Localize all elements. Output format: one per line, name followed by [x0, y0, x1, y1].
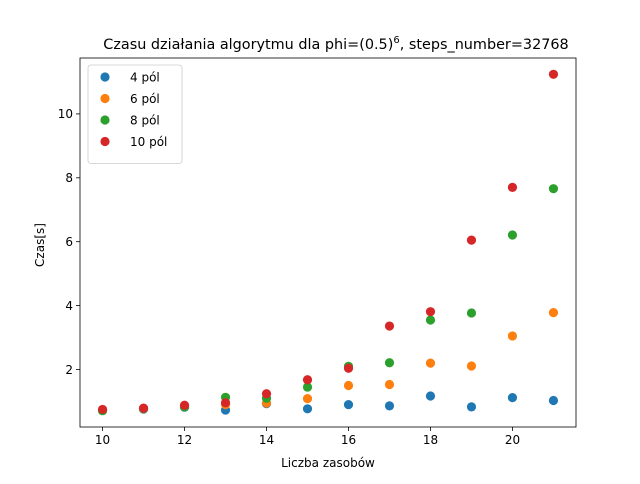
- y-axis: 2 4 6 8 10: [58, 107, 80, 377]
- data-point: [384, 321, 395, 331]
- y-tick-label: 2: [65, 363, 73, 377]
- data-point: [97, 404, 108, 415]
- legend-marker: [100, 136, 110, 147]
- y-tick-label: 6: [65, 235, 73, 249]
- data-point: [425, 391, 436, 401]
- x-tick-label: 18: [423, 433, 438, 447]
- x-tick-label: 20: [505, 433, 520, 447]
- x-tick-label: 12: [177, 433, 192, 447]
- legend-marker: [100, 115, 110, 125]
- data-point: [302, 393, 313, 404]
- data-point: [548, 308, 559, 318]
- legend-marker: [100, 93, 110, 104]
- x-tick-label: 14: [259, 433, 274, 447]
- legend-label: 6 pól: [130, 92, 160, 106]
- data-point: [425, 307, 436, 317]
- data-point: [548, 69, 559, 79]
- x-axis: 10 12 14 16 18 20: [95, 427, 520, 447]
- data-point: [343, 363, 354, 373]
- plot-area-frame: [79, 57, 577, 428]
- data-point: [384, 401, 395, 411]
- data-point: [425, 358, 436, 368]
- data-point: [302, 375, 313, 385]
- data-point: [466, 402, 477, 412]
- y-tick-label: 8: [65, 171, 73, 185]
- data-point: [343, 380, 354, 391]
- data-point: [138, 403, 149, 413]
- y-tick-label: 4: [65, 299, 73, 313]
- legend-label: 8 pól: [130, 113, 160, 127]
- data-point: [425, 315, 436, 325]
- data-point: [384, 379, 395, 390]
- data-point: [466, 308, 477, 318]
- chart-title: Czasu działania algorytmu dla phi=(0.5)6…: [103, 35, 568, 53]
- data-point: [548, 395, 559, 406]
- legend: 4 pól 6 pól 8 pól 10 pól: [87, 64, 183, 164]
- data-point: [384, 358, 395, 368]
- points-layer: [97, 69, 559, 416]
- data-point: [302, 382, 313, 392]
- legend-label: 10 pól: [130, 135, 167, 149]
- data-point: [548, 184, 559, 194]
- legend-frame: [87, 64, 183, 164]
- data-point: [507, 393, 518, 403]
- data-point: [507, 230, 518, 240]
- data-point: [507, 331, 518, 341]
- chart-title-prefix: Czasu działania algorytmu dla phi=(0.5): [103, 37, 393, 53]
- data-point: [507, 182, 518, 192]
- legend-label: 4 pól: [130, 70, 160, 84]
- chart-title-suffix: , steps_number=32768: [400, 37, 569, 53]
- chart-title-superscript: 6: [393, 35, 399, 46]
- y-axis-label: Czas[s]: [33, 223, 47, 267]
- legend-marker: [100, 72, 110, 82]
- data-point: [302, 404, 313, 414]
- x-axis-label: Liczba zasobów: [281, 456, 375, 470]
- data-point: [466, 235, 477, 245]
- x-tick-label: 10: [95, 433, 110, 447]
- y-tick-label: 10: [58, 107, 73, 121]
- data-point: [261, 389, 272, 399]
- data-point: [179, 400, 190, 410]
- data-point: [466, 361, 477, 371]
- data-point: [343, 400, 354, 410]
- x-tick-label: 16: [341, 433, 356, 447]
- data-point: [220, 398, 231, 408]
